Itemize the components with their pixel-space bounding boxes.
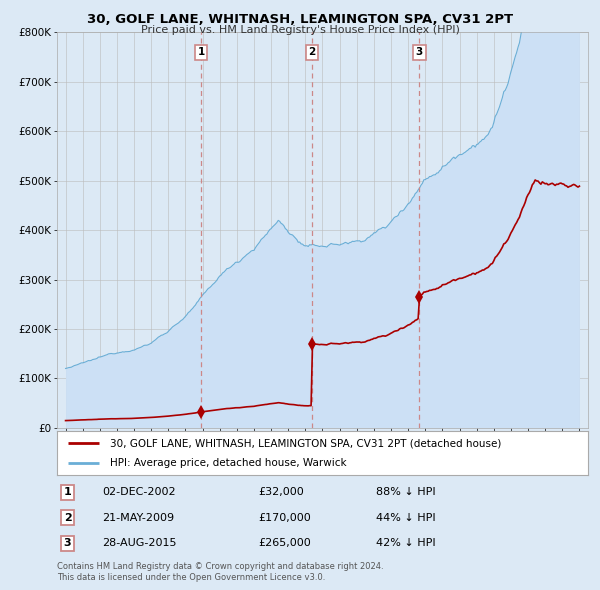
Text: HPI: Average price, detached house, Warwick: HPI: Average price, detached house, Warw… (110, 458, 347, 467)
Text: 02-DEC-2002: 02-DEC-2002 (102, 487, 176, 497)
Text: Contains HM Land Registry data © Crown copyright and database right 2024.
This d: Contains HM Land Registry data © Crown c… (57, 562, 383, 582)
Text: 30, GOLF LANE, WHITNASH, LEAMINGTON SPA, CV31 2PT: 30, GOLF LANE, WHITNASH, LEAMINGTON SPA,… (87, 13, 513, 26)
Text: 2: 2 (64, 513, 71, 523)
Text: 28-AUG-2015: 28-AUG-2015 (102, 538, 176, 548)
Text: 30, GOLF LANE, WHITNASH, LEAMINGTON SPA, CV31 2PT (detached house): 30, GOLF LANE, WHITNASH, LEAMINGTON SPA,… (110, 438, 502, 448)
Text: 1: 1 (64, 487, 71, 497)
Text: 21-MAY-2009: 21-MAY-2009 (102, 513, 174, 523)
Text: 88% ↓ HPI: 88% ↓ HPI (376, 487, 435, 497)
Text: 44% ↓ HPI: 44% ↓ HPI (376, 513, 435, 523)
Text: £170,000: £170,000 (259, 513, 311, 523)
Text: 3: 3 (64, 538, 71, 548)
Text: 2: 2 (308, 47, 316, 57)
Text: Price paid vs. HM Land Registry's House Price Index (HPI): Price paid vs. HM Land Registry's House … (140, 25, 460, 35)
Text: 42% ↓ HPI: 42% ↓ HPI (376, 538, 435, 548)
Text: £32,000: £32,000 (259, 487, 305, 497)
Text: 3: 3 (416, 47, 423, 57)
Text: 1: 1 (197, 47, 205, 57)
Text: £265,000: £265,000 (259, 538, 311, 548)
